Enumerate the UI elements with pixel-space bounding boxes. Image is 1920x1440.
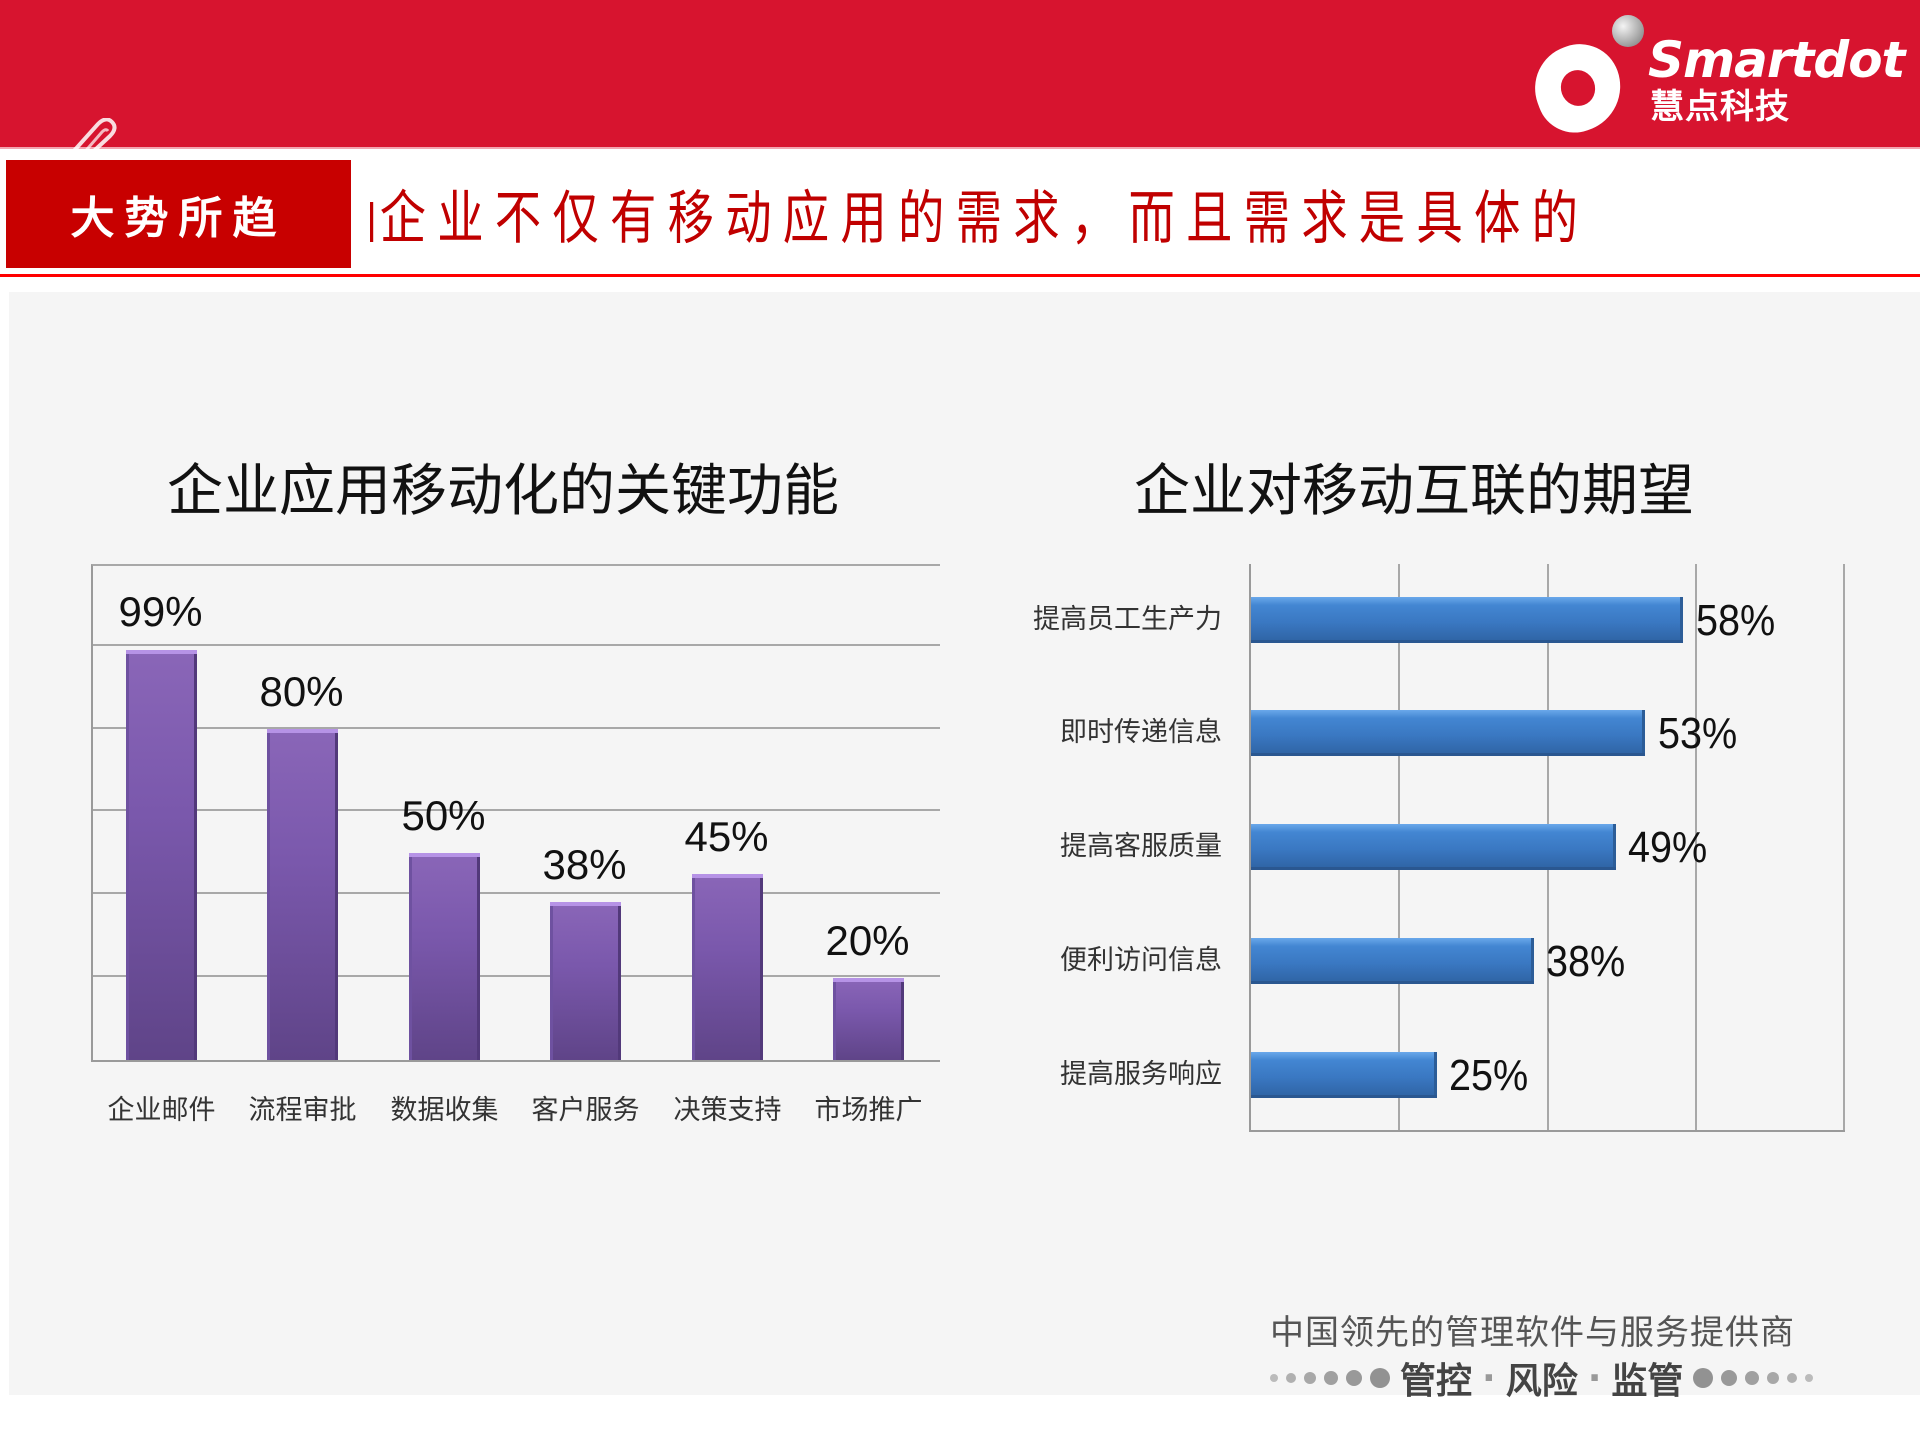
- gridline: [93, 892, 940, 894]
- gridline: [93, 975, 940, 977]
- x-axis-label: 决策支持: [673, 1095, 782, 1126]
- logo-ball-icon: [1612, 15, 1644, 47]
- bar-value-label: 50%: [401, 792, 486, 839]
- gridline: [93, 644, 940, 646]
- gridline: [93, 809, 940, 811]
- tagline-item: 风险: [1505, 1361, 1578, 1402]
- y-axis-label: 提高员工生产力: [1033, 604, 1222, 635]
- y-axis-label: 即时传递信息: [1060, 717, 1222, 748]
- logo-ring-icon: [1522, 32, 1634, 144]
- bar-value-label: 80%: [259, 668, 344, 715]
- section-tag-label: 大势所趋: [70, 193, 287, 244]
- y-axis-label: 提高客服质量: [1060, 831, 1222, 862]
- bar-customer-service: [550, 902, 621, 1060]
- x-axis-label: 企业邮件: [107, 1095, 216, 1126]
- headline-bar-divider: [370, 202, 374, 242]
- header-band-edge: [0, 147, 1920, 149]
- bar-value-label: 53%: [1658, 709, 1738, 758]
- x-axis-label: 数据收集: [390, 1095, 499, 1126]
- bar-value-label: 25%: [1449, 1051, 1529, 1100]
- smartdot-logo: Smartdot 慧点科技: [1522, 12, 1905, 144]
- dots-decoration-left: [1270, 1368, 1390, 1388]
- gridline: [1695, 564, 1697, 1130]
- y-axis-label: 提高服务响应: [1060, 1059, 1222, 1090]
- bar-value-label: 99%: [118, 588, 203, 635]
- headline-text: 企业不仅有移动应用的需求，而且需求是具体的: [379, 184, 1590, 252]
- x-axis-label: 市场推广: [814, 1095, 923, 1126]
- tagline-item: 管控: [1400, 1361, 1473, 1402]
- bar-process-approval: [267, 729, 338, 1060]
- paperclip-icon: [62, 118, 117, 162]
- right-chart-title: 企业对移动互联的期望: [1134, 459, 1694, 524]
- bar-service-response: [1251, 1052, 1437, 1098]
- bar-value-label: 45%: [684, 813, 769, 860]
- left-chart-plot: [91, 564, 940, 1062]
- y-axis-label: 便利访问信息: [1060, 945, 1222, 976]
- bar-value-label: 38%: [1546, 937, 1626, 986]
- bar-convenient-access: [1251, 938, 1534, 984]
- bar-value-label: 58%: [1696, 596, 1776, 645]
- tagline-separator: ·: [1482, 1357, 1496, 1399]
- bar-data-collection: [409, 853, 480, 1060]
- footer-tagline: 管控 · 风险 · 监管: [1270, 1356, 1814, 1402]
- bar-decision-support: [692, 874, 763, 1060]
- tagline-item: 监管: [1611, 1361, 1684, 1402]
- bar-value-label: 49%: [1628, 823, 1708, 872]
- dots-decoration-right: [1693, 1368, 1814, 1388]
- section-tag: 大势所趋: [6, 160, 351, 268]
- bar-instant-messaging: [1251, 710, 1645, 756]
- page-headline: 企业不仅有移动应用的需求，而且需求是具体的: [370, 178, 1589, 258]
- bar-marketing: [833, 978, 904, 1060]
- bar-employee-productivity: [1251, 597, 1683, 643]
- bar-enterprise-email: [126, 650, 197, 1060]
- bar-value-label: 20%: [825, 917, 910, 964]
- gridline: [93, 727, 940, 729]
- bar-customer-service-quality: [1251, 824, 1616, 870]
- right-chart-plot: [1249, 564, 1845, 1132]
- tagline-separator: ·: [1587, 1357, 1602, 1399]
- brand-name-en: Smartdot: [1648, 31, 1905, 89]
- x-axis-label: 客户服务: [531, 1095, 640, 1126]
- x-axis-label: 流程审批: [248, 1095, 357, 1126]
- footer-slogan: 中国领先的管理软件与服务提供商: [1270, 1313, 1795, 1353]
- gridline: [1843, 564, 1845, 1130]
- left-chart-title: 企业应用移动化的关键功能: [167, 459, 839, 524]
- bar-value-label: 38%: [542, 841, 627, 888]
- header-divider: [0, 274, 1920, 277]
- brand-name-cn: 慧点科技: [1650, 87, 1790, 127]
